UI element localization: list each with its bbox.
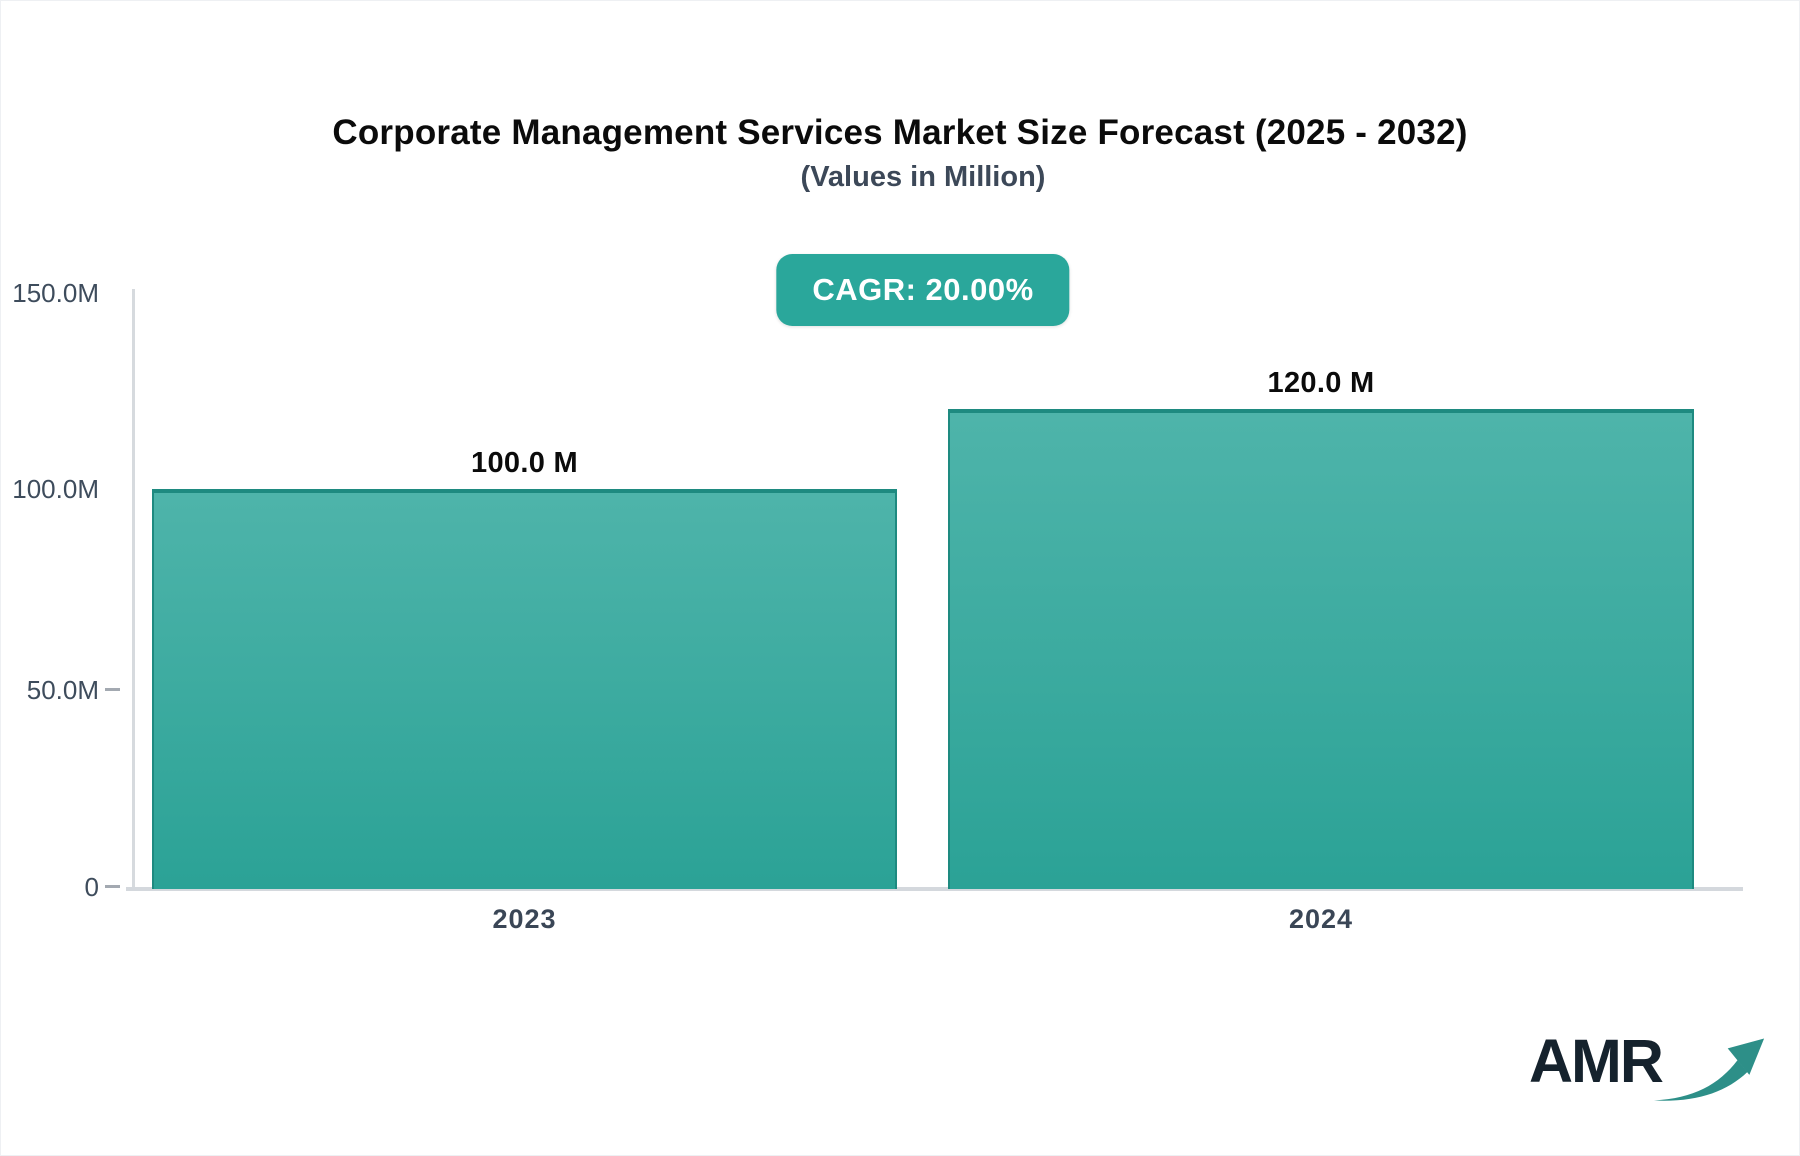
bar-value-label-2023: 100.0 M — [471, 447, 578, 479]
chart-subtitle: (Values in Million) — [800, 161, 1046, 193]
growth-arrow-icon — [1653, 1038, 1765, 1101]
y-tick-label-50m: 50.0M — [26, 675, 99, 705]
plot-area: 100.0 M 120.0 M 2023 2024 — [132, 289, 1743, 934]
amr-logo-text: AMR — [1529, 1027, 1664, 1095]
bar-value-label-2024: 120.0 M — [1267, 367, 1375, 399]
y-tick-label-150m: 150.0M — [12, 278, 99, 308]
amr-logo: AMR — [1529, 1031, 1770, 1107]
x-tick-label-2023: 2023 — [492, 904, 557, 934]
y-axis-line — [132, 289, 135, 889]
y-tick-mark-0 — [105, 885, 120, 888]
x-tick-label-2024: 2024 — [1288, 904, 1354, 934]
bar-2024 — [948, 409, 1694, 889]
x-axis-line — [126, 887, 1743, 891]
y-tick-label-0: 0 — [84, 872, 99, 902]
y-tick-mark-50m — [105, 688, 120, 691]
chart-title: Corporate Management Services Market Siz… — [332, 113, 1468, 152]
bar-2023 — [152, 489, 897, 889]
cagr-badge: CAGR: 20.00% — [776, 254, 1070, 326]
y-tick-label-100m: 100.0M — [12, 474, 99, 504]
